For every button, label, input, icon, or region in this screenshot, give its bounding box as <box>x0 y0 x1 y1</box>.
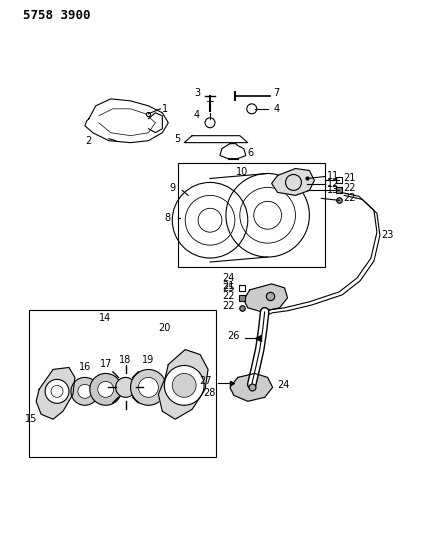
Bar <box>178 163 325 267</box>
Text: 12: 12 <box>327 180 340 189</box>
Circle shape <box>71 377 99 405</box>
Text: 16: 16 <box>79 362 91 373</box>
Text: 23: 23 <box>381 230 393 240</box>
Text: 4: 4 <box>194 110 200 120</box>
Circle shape <box>131 369 166 405</box>
Text: 28: 28 <box>204 389 216 398</box>
Text: 17: 17 <box>100 359 112 369</box>
Circle shape <box>90 374 122 405</box>
Text: 24: 24 <box>223 273 235 283</box>
Text: 8: 8 <box>164 213 170 223</box>
Text: 3: 3 <box>194 88 200 98</box>
Text: 24: 24 <box>278 381 290 390</box>
Text: 15: 15 <box>25 414 37 424</box>
Circle shape <box>78 384 92 398</box>
Text: 22: 22 <box>343 193 356 204</box>
Text: 22: 22 <box>343 183 356 193</box>
Circle shape <box>45 379 69 403</box>
Text: 5: 5 <box>174 134 180 144</box>
Text: 2: 2 <box>85 136 91 146</box>
Text: 21: 21 <box>343 173 356 183</box>
Text: 5758 3900: 5758 3900 <box>23 9 91 22</box>
Text: 6: 6 <box>248 148 254 158</box>
Circle shape <box>98 382 114 397</box>
Text: 4: 4 <box>273 104 280 114</box>
Polygon shape <box>36 367 75 419</box>
Polygon shape <box>244 284 288 312</box>
Text: 19: 19 <box>142 354 155 365</box>
Text: 18: 18 <box>119 354 132 365</box>
Text: 13: 13 <box>327 185 339 196</box>
Text: 25: 25 <box>223 283 235 293</box>
Circle shape <box>139 377 158 397</box>
Polygon shape <box>230 374 273 401</box>
Text: 21: 21 <box>223 281 235 291</box>
Polygon shape <box>272 168 314 196</box>
Text: 22: 22 <box>223 291 235 301</box>
Text: 22: 22 <box>223 301 235 311</box>
Circle shape <box>164 366 204 405</box>
Polygon shape <box>158 350 208 419</box>
Bar <box>29 310 216 457</box>
Text: 10: 10 <box>235 167 248 177</box>
Text: 20: 20 <box>158 322 171 333</box>
Text: 9: 9 <box>169 183 175 193</box>
Text: 26: 26 <box>227 330 240 341</box>
Text: 14: 14 <box>99 313 111 323</box>
Text: 27: 27 <box>199 376 212 386</box>
Text: 7: 7 <box>273 88 280 98</box>
Circle shape <box>172 374 196 397</box>
Circle shape <box>116 377 136 397</box>
Text: 11: 11 <box>327 172 339 181</box>
Text: 1: 1 <box>162 104 169 114</box>
